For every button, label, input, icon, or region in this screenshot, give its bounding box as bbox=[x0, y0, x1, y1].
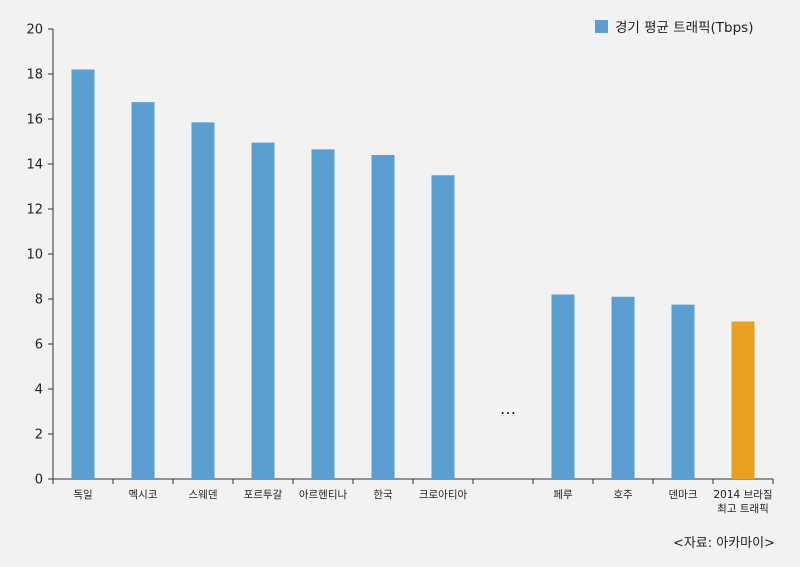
legend-label: 경기 평균 트래픽(Tbps) bbox=[615, 20, 753, 36]
y-tick-label: 18 bbox=[26, 68, 43, 83]
x-axis bbox=[52, 478, 774, 484]
x-tick-label: 호주 bbox=[613, 489, 633, 501]
bar bbox=[311, 149, 335, 479]
bars bbox=[71, 69, 755, 479]
x-tick-label: 독일 bbox=[73, 488, 92, 501]
x-tick-label: 덴마크 bbox=[669, 489, 698, 501]
x-tick-label: 멕시코 bbox=[129, 489, 158, 501]
x-tick-label: 한국 bbox=[373, 489, 393, 501]
y-tick-label: 10 bbox=[26, 248, 43, 263]
y-tick-label: 6 bbox=[35, 338, 43, 353]
bar bbox=[71, 69, 95, 479]
x-tick-label: 2014 브라질 최고 트래픽 bbox=[713, 489, 772, 515]
bar bbox=[431, 175, 455, 479]
category-labels: 독일 멕시코 스웨덴 포르투갈 아르헨티나 한국 크로아티아 페루 호주 덴마크 2014 브라질 최… bbox=[73, 488, 772, 515]
legend-swatch bbox=[595, 20, 608, 33]
x-tick-label: 아르헨티나 bbox=[299, 489, 348, 501]
bar bbox=[131, 102, 155, 479]
y-tick-label: 4 bbox=[35, 383, 43, 398]
y-tick-label: 12 bbox=[26, 203, 43, 218]
y-tick-label: 14 bbox=[26, 158, 43, 173]
gap-marker: … bbox=[500, 399, 516, 418]
bar bbox=[671, 304, 695, 479]
legend: 경기 평균 트래픽(Tbps) bbox=[595, 20, 753, 36]
x-tick-label: 포르투갈 bbox=[244, 488, 283, 501]
bar bbox=[371, 155, 395, 479]
source-note: <자료: 아카마이> bbox=[673, 536, 775, 551]
y-axis: 0 2 4 6 8 10 12 14 16 18 20 bbox=[26, 23, 54, 488]
y-tick-label: 8 bbox=[35, 293, 43, 308]
x-tick-label: 페루 bbox=[553, 489, 573, 501]
y-tick-label: 2 bbox=[35, 428, 43, 443]
x-tick-label: 크로아티아 bbox=[419, 489, 468, 501]
y-tick-label: 0 bbox=[35, 473, 43, 488]
bar bbox=[251, 142, 275, 479]
bar bbox=[551, 294, 575, 479]
y-tick-label: 20 bbox=[26, 23, 43, 38]
x-tick-label: 스웨덴 bbox=[189, 489, 218, 501]
bar bbox=[191, 122, 215, 479]
bar bbox=[611, 296, 635, 479]
y-tick-label: 16 bbox=[26, 113, 43, 128]
bar bbox=[731, 321, 755, 479]
